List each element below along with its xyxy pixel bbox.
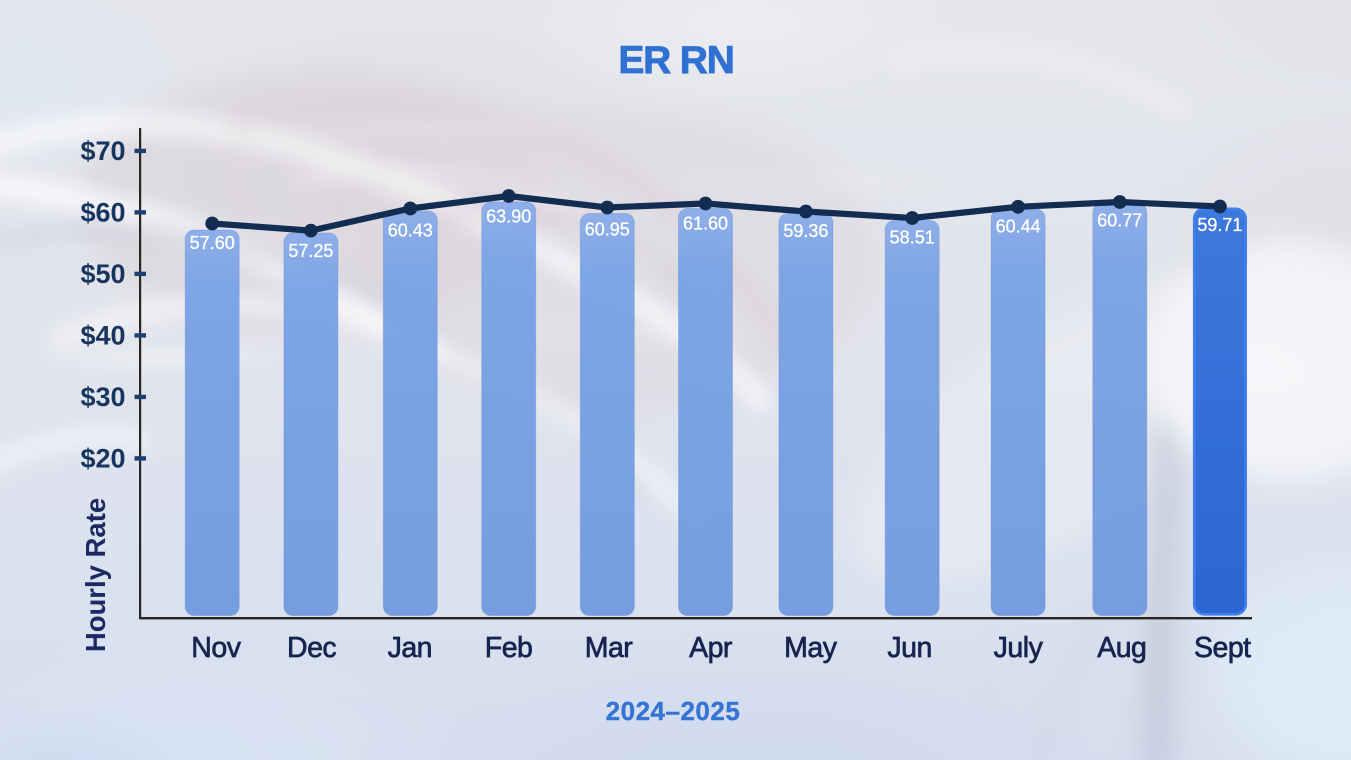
svg-text:57.60: 57.60 — [190, 233, 235, 253]
svg-text:59.36: 59.36 — [783, 221, 828, 241]
svg-text:Sept: Sept — [1194, 632, 1251, 664]
svg-text:$30: $30 — [80, 382, 125, 412]
svg-text:Hourly Rate: Hourly Rate — [80, 498, 111, 652]
svg-text:$60: $60 — [80, 198, 125, 228]
svg-text:Nov: Nov — [191, 632, 241, 664]
svg-text:Jun: Jun — [887, 632, 931, 664]
svg-text:$50: $50 — [80, 259, 125, 289]
svg-text:May: May — [784, 632, 838, 664]
svg-text:60.44: 60.44 — [996, 216, 1041, 236]
svg-text:Jan: Jan — [388, 632, 432, 664]
svg-text:$20: $20 — [80, 444, 125, 474]
svg-text:59.71: 59.71 — [1197, 215, 1242, 235]
svg-text:63.90: 63.90 — [486, 207, 531, 227]
svg-text:Feb: Feb — [485, 632, 533, 664]
svg-text:60.95: 60.95 — [585, 220, 630, 240]
svg-text:Aug: Aug — [1097, 632, 1146, 664]
svg-text:Apr: Apr — [689, 632, 733, 664]
svg-text:Dec: Dec — [287, 632, 336, 664]
svg-text:$70: $70 — [80, 136, 125, 166]
svg-text:Mar: Mar — [585, 632, 634, 664]
svg-text:2024–2025: 2024–2025 — [606, 696, 741, 726]
svg-text:60.77: 60.77 — [1097, 211, 1142, 231]
svg-text:July: July — [994, 632, 1044, 664]
svg-text:$40: $40 — [80, 321, 125, 351]
svg-text:61.60: 61.60 — [683, 214, 728, 234]
svg-text:ER RN: ER RN — [618, 39, 733, 82]
svg-text:58.51: 58.51 — [890, 228, 935, 248]
svg-text:57.25: 57.25 — [288, 241, 333, 261]
svg-text:60.43: 60.43 — [388, 220, 433, 240]
